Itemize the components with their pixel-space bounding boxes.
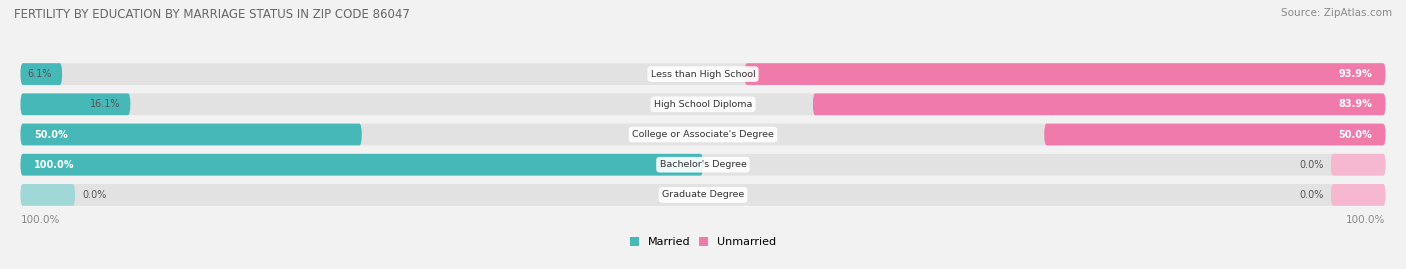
FancyBboxPatch shape [21,63,1385,85]
Text: FERTILITY BY EDUCATION BY MARRIAGE STATUS IN ZIP CODE 86047: FERTILITY BY EDUCATION BY MARRIAGE STATU… [14,8,411,21]
Text: Graduate Degree: Graduate Degree [662,190,744,199]
Text: Less than High School: Less than High School [651,70,755,79]
Text: 100.0%: 100.0% [21,215,60,225]
Text: College or Associate's Degree: College or Associate's Degree [633,130,773,139]
Text: 100.0%: 100.0% [1346,215,1385,225]
FancyBboxPatch shape [21,63,62,85]
Text: 50.0%: 50.0% [1339,129,1372,140]
Text: 0.0%: 0.0% [1299,160,1324,170]
Text: 6.1%: 6.1% [28,69,52,79]
Text: 0.0%: 0.0% [1299,190,1324,200]
FancyBboxPatch shape [21,93,1385,115]
FancyBboxPatch shape [1331,154,1385,176]
FancyBboxPatch shape [1331,184,1385,206]
Text: 93.9%: 93.9% [1339,69,1372,79]
Text: 100.0%: 100.0% [34,160,75,170]
Text: 0.0%: 0.0% [82,190,107,200]
FancyBboxPatch shape [813,93,1385,115]
FancyBboxPatch shape [21,124,361,145]
Text: 16.1%: 16.1% [90,99,120,109]
Text: 83.9%: 83.9% [1339,99,1372,109]
FancyBboxPatch shape [21,93,131,115]
FancyBboxPatch shape [745,63,1385,85]
Legend: Married, Unmarried: Married, Unmarried [624,231,782,253]
FancyBboxPatch shape [21,154,1385,176]
Text: High School Diploma: High School Diploma [654,100,752,109]
FancyBboxPatch shape [21,184,75,206]
FancyBboxPatch shape [21,184,1385,206]
Text: 50.0%: 50.0% [34,129,67,140]
FancyBboxPatch shape [21,124,1385,145]
Text: Bachelor's Degree: Bachelor's Degree [659,160,747,169]
FancyBboxPatch shape [21,154,703,176]
FancyBboxPatch shape [1045,124,1385,145]
Text: Source: ZipAtlas.com: Source: ZipAtlas.com [1281,8,1392,18]
